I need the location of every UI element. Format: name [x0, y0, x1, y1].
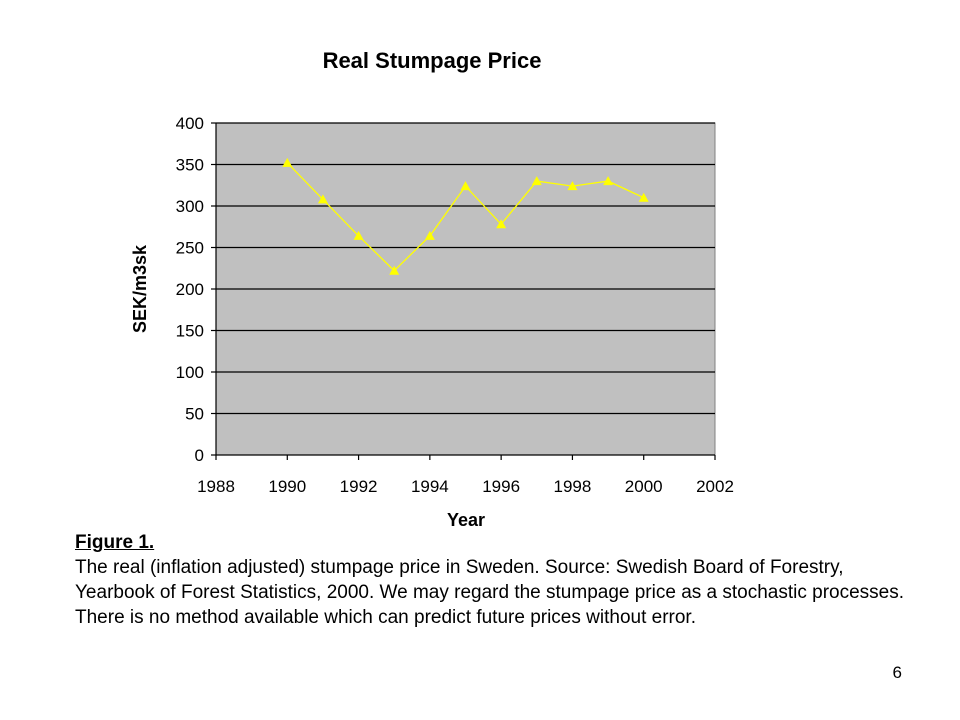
data-point	[282, 157, 293, 167]
series-layer	[282, 157, 649, 275]
y-tick-labels: 0 50 100 150 200 250 300 350 400	[176, 114, 216, 465]
grid-lines	[216, 122, 715, 415]
data-point	[603, 176, 614, 186]
data-point	[389, 265, 400, 275]
y-tick-label: 150	[176, 322, 204, 341]
caption-heading: Figure 1.	[75, 532, 155, 553]
y-tick-label: 200	[176, 280, 204, 299]
data-point	[460, 181, 471, 191]
data-point	[317, 194, 328, 204]
y-tick-label: 350	[176, 156, 204, 175]
data-point	[531, 176, 542, 186]
x-axis-label: Year	[447, 510, 485, 530]
x-tick-labels: 1988 1990 1992 1994 1996 1998 2000 2002	[197, 455, 734, 496]
x-tick-label: 1996	[482, 477, 520, 496]
x-tick-label: 1990	[268, 477, 306, 496]
x-tick-label: 1992	[340, 477, 378, 496]
data-point	[567, 181, 578, 191]
data-point	[638, 192, 649, 202]
data-point	[353, 230, 364, 240]
y-tick-label: 400	[176, 114, 204, 133]
data-point	[496, 219, 507, 229]
slide-number: 6	[892, 663, 902, 682]
y-axis-label: SEK/m3sk	[130, 244, 150, 333]
y-tick-label: 300	[176, 197, 204, 216]
data-point	[424, 230, 435, 240]
chart-title: Real Stumpage Price	[323, 48, 542, 73]
y-tick-label: 50	[185, 405, 204, 424]
figure-caption: Figure 1. The real (inflation adjusted) …	[75, 530, 905, 630]
x-tick-label: 2000	[625, 477, 663, 496]
y-tick-label: 100	[176, 363, 204, 382]
x-tick-label: 1988	[197, 477, 235, 496]
x-tick-label: 1994	[411, 477, 449, 496]
chart: Real Stumpage Price 0 50 100 150 200 250 300 35…	[130, 48, 734, 530]
x-tick-label: 1998	[554, 477, 592, 496]
y-tick-label: 0	[195, 446, 204, 465]
y-tick-label: 250	[176, 239, 204, 258]
x-tick-label: 2002	[696, 477, 734, 496]
caption-body: The real (inflation adjusted) stumpage p…	[75, 557, 905, 628]
